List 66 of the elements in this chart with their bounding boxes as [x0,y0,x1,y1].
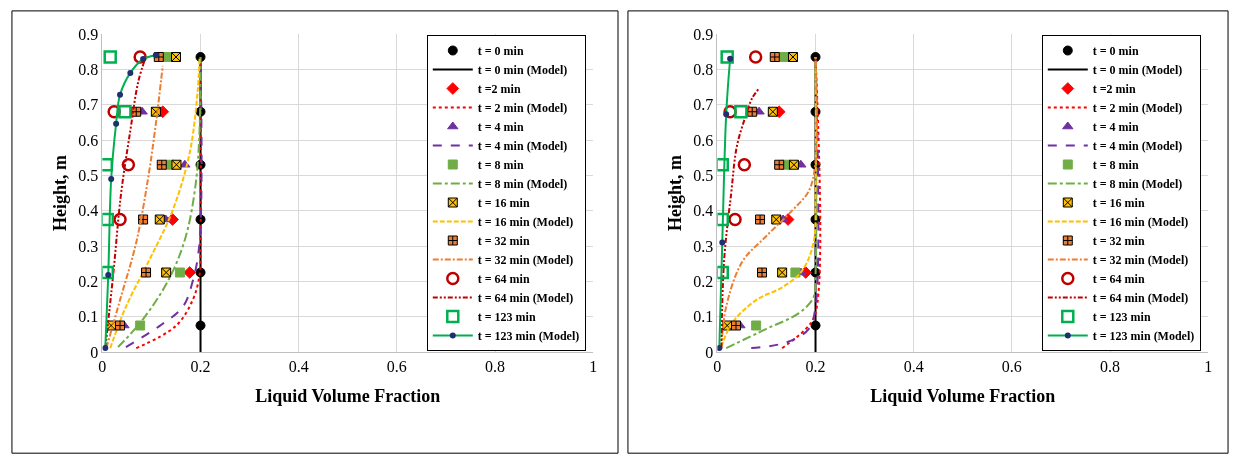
x-tick-label: 0.4 [903,358,924,376]
legend-label: t = 0 min (Model) [477,63,568,78]
y-axis-title: Height, m [665,155,686,232]
x-tick-label: 0.8 [1100,358,1121,376]
x-axis-title: Liquid Volume Fraction [255,386,441,407]
x-tick-label: 0.2 [805,358,826,376]
legend-label: t = 16 min [1092,196,1145,211]
legend-label: t = 123 min [1092,310,1151,325]
y-tick-label: 0.2 [78,272,99,290]
y-tick-label: 0.3 [78,237,99,255]
legend-label: t = 8 min (Model) [477,177,568,192]
legend-label: t = 4 min (Model) [477,139,568,154]
legend-label: t =2 min [1092,82,1136,97]
y-tick-label: 0.6 [78,131,99,149]
y-tick-label: 0.7 [78,96,99,114]
legend-label: t = 64 min (Model) [477,291,574,306]
legend-label: t = 16 min (Model) [1092,215,1189,230]
y-tick-label: 0.5 [693,166,714,184]
y-tick-label: 0.4 [693,202,714,220]
legend-label: t = 64 min [477,272,530,287]
legend-label: t = 4 min [477,120,524,135]
x-tick-label: 1 [1204,358,1213,376]
legend-label: t = 2 min (Model) [1092,101,1183,116]
legend-label: t = 0 min [1092,44,1139,59]
y-tick-label: 0.8 [693,60,714,78]
legend-label: t = 32 min [477,234,530,249]
legend-label: t = 123 min [477,310,536,325]
x-tick-label: 0.2 [190,358,211,376]
x-axis-title: Liquid Volume Fraction [870,386,1056,407]
legend-label: t = 123 min (Model) [1092,329,1195,344]
legend-label: t = 8 min (Model) [1092,177,1183,192]
legend-label: t = 4 min [1092,120,1139,135]
y-tick-label: 0.6 [693,131,714,149]
y-tick-label: 0.9 [78,25,99,43]
legend-label: t = 0 min (Model) [1092,63,1183,78]
y-tick-label: 0.1 [693,308,714,326]
y-tick-label: 0.4 [78,202,99,220]
legend-label: t = 16 min (Model) [477,215,574,230]
x-tick-label: 0.8 [485,358,506,376]
legend-label: t = 123 min (Model) [477,329,580,344]
y-tick-label: 0.3 [693,237,714,255]
legend-label: t = 8 min [1092,158,1139,173]
legend-label: t = 16 min [477,196,530,211]
legend-label: t = 64 min (Model) [1092,291,1189,306]
legend-label: t = 32 min (Model) [477,253,574,268]
legend-label: t = 32 min (Model) [1092,253,1189,268]
y-tick-label: 0.5 [78,166,99,184]
y-axis-title: Height, m [50,155,71,232]
x-tick-label: 0.4 [288,358,309,376]
legend-label: t = 4 min (Model) [1092,139,1183,154]
legend-label: t = 2 min (Model) [477,101,568,116]
y-tick-label: 0.1 [78,308,99,326]
legend-label: t = 32 min [1092,234,1145,249]
y-tick-label: 0.7 [693,96,714,114]
y-tick-label: 0 [705,343,714,361]
x-tick-label: 1 [589,358,598,376]
legend-label: t =2 min [477,82,521,97]
y-tick-label: 0 [90,343,99,361]
y-tick-label: 0.9 [693,25,714,43]
y-tick-label: 0.8 [78,60,99,78]
legend-label: t = 64 min [1092,272,1145,287]
y-tick-label: 0.2 [693,272,714,290]
x-tick-label: 0.6 [1001,358,1022,376]
legend-label: t = 0 min [477,44,524,59]
legend-label: t = 8 min [477,158,524,173]
x-tick-label: 0.6 [386,358,407,376]
